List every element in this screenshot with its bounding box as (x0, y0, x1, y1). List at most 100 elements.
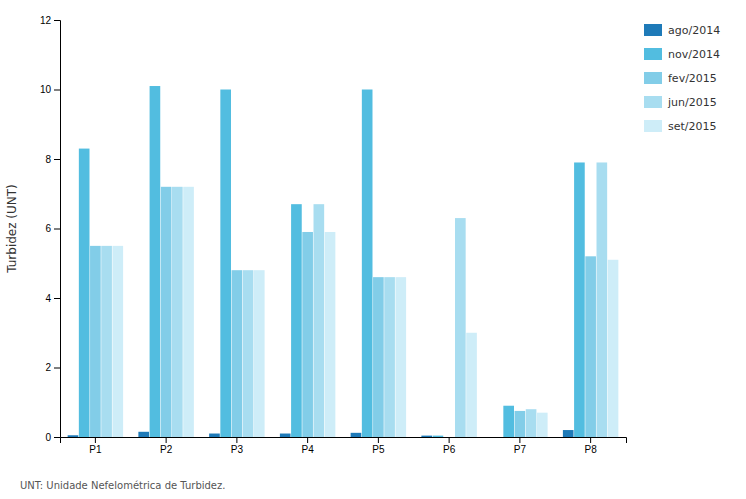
x-tick: P2 (160, 437, 173, 455)
y-tick: 8 (45, 154, 60, 165)
x-tick-mark (590, 437, 591, 443)
bar (537, 413, 548, 437)
bar (254, 270, 265, 437)
bar-series (79, 86, 585, 437)
x-tick-mark (378, 437, 379, 443)
legend-label: ago/2014 (668, 24, 720, 37)
footnote: UNT: Unidade Nefelométrica de Turbidez. (20, 480, 225, 491)
y-axis-line (54, 21, 61, 438)
x-tick-label: P1 (89, 444, 102, 455)
bar (138, 432, 149, 437)
bar (526, 409, 537, 437)
bar (492, 437, 503, 438)
bar (466, 333, 477, 437)
bar (444, 437, 455, 438)
legend-swatch (644, 96, 662, 108)
legend-item: set/2015 (644, 120, 717, 133)
x-tick: P6 (443, 437, 456, 455)
bar (90, 246, 101, 437)
legend-swatch (644, 24, 662, 36)
bar (597, 162, 608, 437)
x-tick: P4 (302, 437, 315, 455)
bar (433, 436, 444, 437)
bar (291, 204, 302, 437)
x-tick: P8 (585, 437, 598, 455)
bar (183, 187, 194, 437)
legend: ago/2014 nov/2014 fev/2015 jun/2015 set/2015 (644, 24, 720, 133)
bar-series (112, 187, 618, 437)
x-tick: P5 (372, 437, 385, 455)
x-tick-label: P7 (514, 444, 527, 455)
bar (150, 86, 161, 437)
x-tick-mark (519, 437, 520, 443)
bar (232, 270, 243, 437)
x-tick-mark (449, 437, 450, 443)
bar (280, 434, 291, 437)
x-tick: P3 (231, 437, 244, 455)
bar (608, 260, 619, 437)
x-tick-label: P4 (302, 444, 315, 455)
x-tick-mark (236, 437, 237, 443)
y-tick-mark (54, 437, 60, 438)
legend-label: jun/2015 (667, 96, 717, 109)
bar (455, 218, 466, 437)
x-tick-label: P6 (443, 444, 456, 455)
bar (243, 270, 254, 437)
x-axis: P1 P2 P3 P4 P5 P6 P7 P8 (61, 437, 627, 455)
y-tick: 10 (40, 84, 60, 95)
plot: 0 2 4 6 8 10 12 P1 P2 P3 P4 P5 P6 P7 P8 (40, 15, 627, 455)
bar (515, 411, 526, 437)
y-tick-mark (54, 229, 60, 230)
bar (79, 149, 90, 437)
y-tick-label: 4 (45, 293, 51, 304)
x-tick: P7 (514, 437, 527, 455)
chart: 0 2 4 6 8 10 12 P1 P2 P3 P4 P5 P6 P7 P8 Turbidez (UNT) a… (0, 0, 746, 499)
bar (325, 232, 336, 437)
bar (220, 90, 231, 438)
legend-item: nov/2014 (644, 48, 720, 61)
bar (574, 162, 585, 437)
bar (302, 232, 313, 437)
y-axis: 0 2 4 6 8 10 12 (40, 15, 61, 443)
bar (503, 406, 514, 437)
legend-swatch (644, 72, 662, 84)
y-tick: 0 (45, 432, 60, 443)
bar-series (90, 187, 596, 437)
bar (101, 246, 112, 437)
y-tick: 4 (45, 293, 60, 304)
bar (172, 187, 183, 437)
y-tick: 12 (40, 15, 60, 26)
y-axis-title: Turbidez (UNT) (5, 184, 19, 274)
bar (585, 256, 596, 437)
x-tick-mark (166, 437, 167, 443)
y-tick-label: 2 (45, 362, 51, 373)
bar (563, 430, 574, 437)
y-tick: 2 (45, 362, 60, 373)
bar (395, 277, 406, 437)
legend-item: fev/2015 (644, 72, 717, 85)
x-tick-label: P2 (160, 444, 173, 455)
bar (161, 187, 172, 437)
legend-item: ago/2014 (644, 24, 720, 37)
bar (384, 277, 395, 437)
x-tick: P1 (89, 437, 102, 455)
legend-label: set/2015 (668, 120, 717, 133)
legend-label: fev/2015 (668, 72, 717, 85)
bar (68, 435, 79, 437)
y-tick-mark (54, 90, 60, 91)
y-tick-label: 6 (45, 223, 51, 234)
x-tick-label: P8 (585, 444, 598, 455)
legend-swatch (644, 48, 662, 60)
x-tick-label: P5 (372, 444, 385, 455)
x-axis-line (61, 438, 627, 444)
y-tick-mark (54, 159, 60, 160)
bar (209, 434, 220, 437)
y-tick: 6 (45, 223, 60, 234)
y-tick-mark (54, 298, 60, 299)
legend-item: jun/2015 (644, 96, 717, 109)
bars (68, 86, 619, 437)
bar-series (101, 162, 607, 437)
y-tick-label: 10 (40, 84, 52, 95)
bar (112, 246, 123, 437)
y-tick-mark (54, 368, 60, 369)
